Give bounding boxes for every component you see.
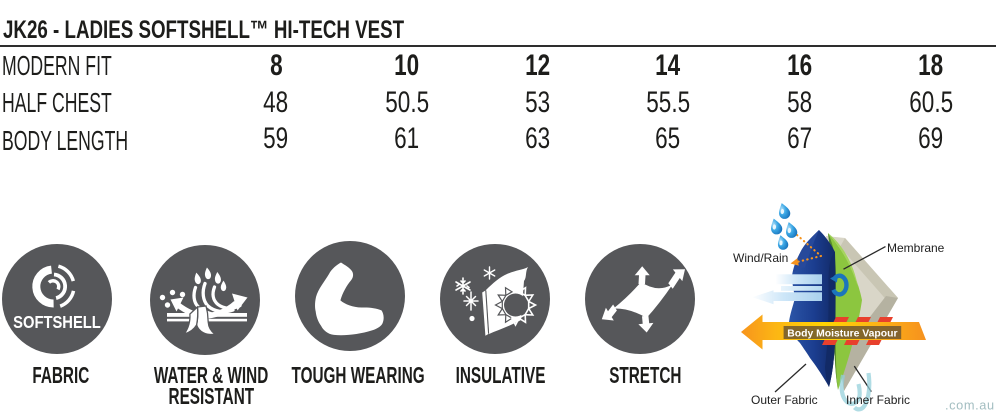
- svg-text:Outer Fabric: Outer Fabric: [751, 393, 818, 407]
- svg-text:Membrane: Membrane: [887, 241, 945, 255]
- svg-text:Body Moisture Vapour: Body Moisture Vapour: [787, 328, 897, 339]
- svg-text:SOFTSHELL: SOFTSHELL: [13, 313, 101, 333]
- svg-text:Wind/Rain: Wind/Rain: [733, 251, 788, 265]
- svg-text:.com.au: .com.au: [945, 398, 995, 413]
- svg-text:Inner Fabric: Inner Fabric: [846, 393, 910, 407]
